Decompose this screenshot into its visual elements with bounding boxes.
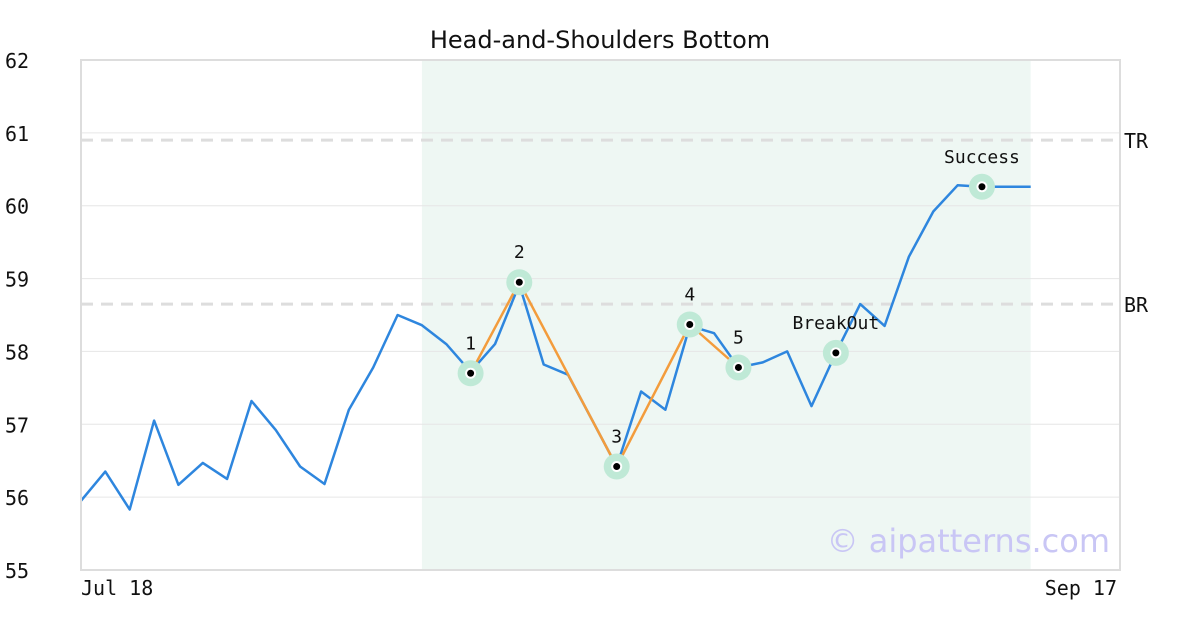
- price-line-layer: [80, 184, 1031, 511]
- reference-line-layer: TR BR: [81, 129, 1149, 317]
- x-tick-label: Jul 18: [81, 576, 153, 600]
- pattern-point-label: 1: [465, 333, 476, 354]
- reference-line-label: TR: [1124, 129, 1149, 153]
- marker-dot: [613, 463, 621, 471]
- grid-layer: [81, 132, 1120, 498]
- price-line: [80, 184, 1031, 511]
- marker-dot: [686, 320, 694, 328]
- label-layer: 1 2 3 4 5 BreakOut Success © aipatterns.com: [465, 147, 1110, 560]
- y-tick-label: 57: [5, 413, 29, 437]
- plot-frame: [80, 59, 1121, 571]
- y-tick-label: 59: [5, 268, 29, 292]
- marker-dot: [467, 369, 475, 377]
- highlight-band-layer: [421, 60, 1031, 570]
- marker-dot: [832, 349, 840, 357]
- axis-layer: 55 56 57 58 59 60 61 62 Jul 18 Sep 17: [5, 49, 1117, 600]
- y-tick-label: 56: [5, 486, 29, 510]
- y-tick-label: 58: [5, 340, 29, 364]
- y-tick-label: 61: [5, 122, 29, 146]
- pattern-point-label: 5: [733, 327, 744, 348]
- pattern-point-label: 2: [514, 242, 525, 263]
- marker-dot: [978, 183, 986, 191]
- y-tick-label: 62: [5, 49, 29, 73]
- pattern-point-label: 3: [611, 427, 622, 448]
- chart-title: Head-and-Shoulders Bottom: [430, 26, 770, 54]
- annotation-label: BreakOut: [792, 313, 879, 334]
- marker-dot: [515, 278, 523, 286]
- x-tick-label: Sep 17: [1045, 576, 1117, 600]
- annotation-label: Success: [944, 147, 1020, 168]
- watermark: © aipatterns.com: [827, 522, 1110, 560]
- marker-dot: [734, 363, 742, 371]
- y-tick-label: 55: [5, 559, 29, 583]
- pattern-point-label: 4: [684, 284, 695, 305]
- highlight-band: [421, 60, 1031, 570]
- marker-layer: [457, 173, 995, 480]
- y-tick-label: 60: [5, 195, 29, 219]
- reference-line-label: BR: [1124, 293, 1149, 317]
